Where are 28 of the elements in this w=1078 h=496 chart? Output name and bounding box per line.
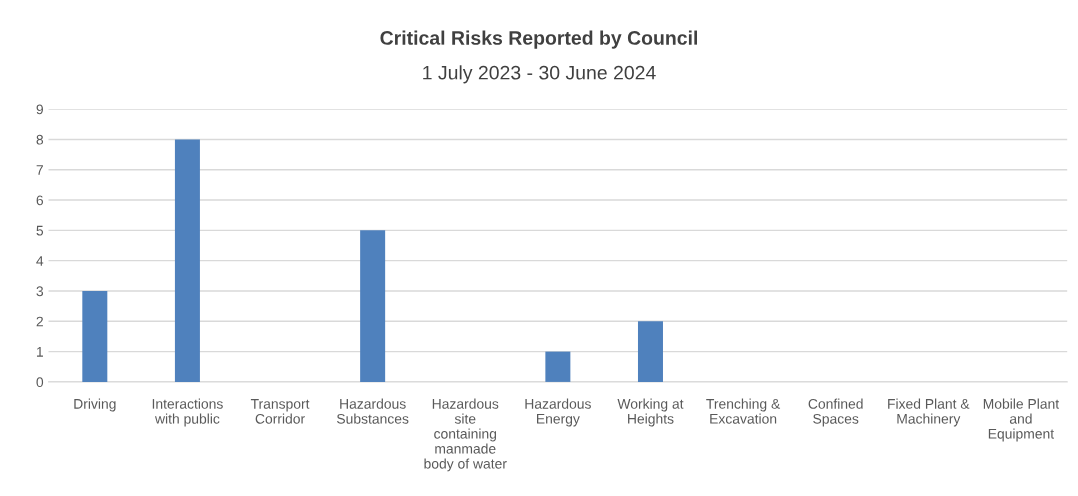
x-tick-label: Hazardous Substances [336,398,409,424]
y-tick-label: 5 [36,225,44,236]
bar [360,230,386,382]
y-tick-label: 3 [36,286,44,297]
x-tick-label: Trenching & Excavation [706,398,781,424]
x-tick-label: Hazardous site containing manmade body of water [424,398,507,472]
y-tick-label: 7 [36,165,43,175]
x-tick-label: Transport Corridor [250,399,310,424]
y-tick-label: 1 [36,347,43,357]
y-tick-label: 2 [36,316,43,327]
chart-title: Critical Risks Reported by Council [380,30,698,49]
x-tick-label: Confined Spaces [808,398,863,427]
bar [82,290,108,382]
x-tick-label: Mobile Plant and Equipment [983,398,1060,442]
x-tick-label: Fixed Plant & Machinery [888,398,970,427]
y-tick-label: 0 [36,377,44,388]
bar [174,139,200,382]
y-tick-label: 4 [36,256,44,266]
y-tick-label: 9 [36,104,43,115]
x-tick-label: Hazardous Energy [525,398,591,427]
bar [545,351,571,382]
x-tick-label: Interactions with public [152,398,223,427]
x-tick-label: Working at Heights [617,398,684,427]
x-tick-label: Driving [74,398,116,412]
chart-subtitle: 1 July 2023 - 30 June 2024 [423,65,656,84]
bar [637,321,663,382]
y-tick-label: 8 [36,134,44,145]
y-tick-label: 6 [36,195,44,206]
